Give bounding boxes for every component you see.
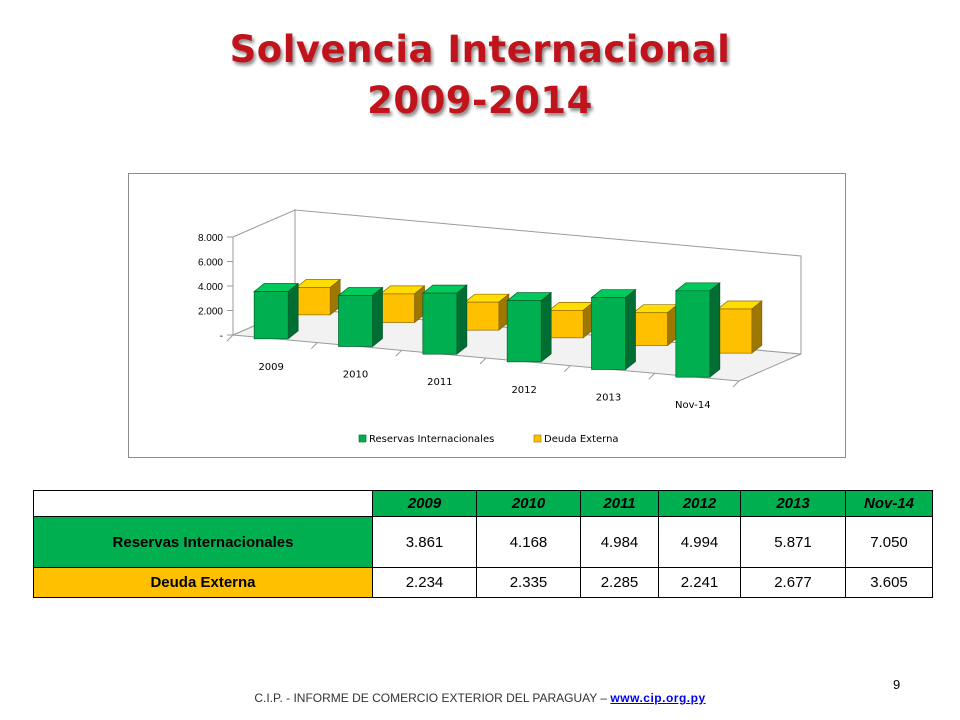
table-row-label: Deuda Externa xyxy=(33,567,373,598)
bar-deuda-externa xyxy=(716,300,763,354)
table-cell: 7.050 xyxy=(845,516,933,568)
title-line-1: Solvencia Internacional xyxy=(229,28,731,71)
bar-reservas-internacionales xyxy=(590,288,637,371)
bar-side-face xyxy=(709,282,721,378)
x-tick-mark xyxy=(563,365,571,373)
y-tick-label: 6.000 xyxy=(198,258,223,269)
chart-area: -2.000 4.000 6.000 8.000 2009 2010 2011 2012 20… xyxy=(128,173,846,458)
legend-swatch xyxy=(358,434,367,443)
bar-reservas-internacionales xyxy=(337,286,384,348)
table-header-cell: 2010 xyxy=(476,490,581,517)
bar-front-face xyxy=(717,308,753,354)
bar-deuda-externa xyxy=(295,278,342,316)
bar-front-face xyxy=(548,310,584,339)
x-tick-mark xyxy=(648,372,656,380)
table-header-cell: Nov-14 xyxy=(845,490,933,517)
bar-side-face xyxy=(540,291,552,363)
table-header-cell: 2012 xyxy=(658,490,741,517)
table-row: Deuda Externa 2.234 2.335 2.285 2.241 2.… xyxy=(33,567,933,598)
bar-front-face xyxy=(253,291,289,340)
x-tick-mark xyxy=(226,334,234,342)
x-tick-mark xyxy=(310,342,318,350)
bar-deuda-externa xyxy=(632,303,679,347)
x-tick-mark xyxy=(479,357,487,365)
bar-side-face xyxy=(456,284,468,355)
x-tick-label: Nov-14 xyxy=(675,400,711,411)
x-tick-label: 2009 xyxy=(258,362,283,373)
footer: C.I.P. - INFORME DE COMERCIO EXTERIOR DE… xyxy=(0,691,960,705)
bar-front-face xyxy=(675,290,711,378)
table-cell: 4.984 xyxy=(580,516,659,568)
bar-front-face xyxy=(338,295,373,347)
chart-bars xyxy=(253,278,763,378)
table-corner-cell xyxy=(33,490,373,517)
footer-text: C.I.P. - INFORME DE COMERCIO EXTERIOR DE… xyxy=(254,691,611,705)
y-tick-label: 4.000 xyxy=(198,282,223,293)
x-tick-label: 2011 xyxy=(427,377,452,388)
x-tick-label: 2013 xyxy=(596,393,621,404)
table-cell: 2.285 xyxy=(580,567,659,598)
table-cell: 5.871 xyxy=(740,516,846,568)
bar-front-face xyxy=(506,300,542,363)
page-number: 9 xyxy=(893,677,901,692)
bar-reservas-internacionales xyxy=(421,284,468,355)
bar-front-face xyxy=(633,312,668,346)
x-tick-mark xyxy=(395,349,403,357)
bar-reservas-internacionales xyxy=(506,291,553,363)
bar-deuda-externa xyxy=(463,293,510,331)
bar-side-face xyxy=(287,282,299,340)
bar-deuda-externa xyxy=(379,285,426,324)
table-cell: 4.168 xyxy=(476,516,581,568)
bar-side-face xyxy=(625,288,636,371)
table-header-cell: 2009 xyxy=(372,490,477,517)
footer-link[interactable]: www.cip.org.py xyxy=(610,691,706,705)
legend-label: Reservas Internacionales xyxy=(369,434,494,445)
table-row: Reservas Internacionales 3.861 4.168 4.9… xyxy=(33,516,933,568)
table-cell: 4.994 xyxy=(658,516,741,568)
bar-front-face xyxy=(464,301,500,331)
y-tick-label: 2.000 xyxy=(198,307,223,318)
table-row-label: Reservas Internacionales xyxy=(33,516,373,568)
table-header-cell: 2011 xyxy=(580,490,659,517)
data-table: 2009 2010 2011 2012 2013 Nov-14 Reservas… xyxy=(33,490,933,598)
bar-reservas-internacionales xyxy=(253,282,300,340)
chart-legend: Reservas Internacionales Deuda Externa xyxy=(358,434,619,445)
title-line-2: 2009-2014 xyxy=(367,79,593,122)
bar-front-face xyxy=(295,287,331,316)
x-axis-ticks: 2009 2010 2011 2012 2013 Nov-14 xyxy=(226,334,740,411)
x-tick-label: 2010 xyxy=(343,370,368,381)
y-tick-label: - xyxy=(220,331,223,342)
legend-swatch xyxy=(533,434,542,443)
table-header-row: 2009 2010 2011 2012 2013 Nov-14 xyxy=(33,490,933,517)
bar-side-face xyxy=(751,300,763,354)
legend-label: Deuda Externa xyxy=(544,434,619,445)
bar-reservas-internacionales xyxy=(674,282,721,378)
table-cell: 2.241 xyxy=(658,567,741,598)
x-tick-label: 2012 xyxy=(511,385,536,396)
y-axis-ticks: - 2.000 4.000 6.000 8.000 xyxy=(198,233,233,342)
bar-side-face xyxy=(372,286,383,348)
bar-front-face xyxy=(380,293,415,323)
table-cell: 2.335 xyxy=(476,567,581,598)
y-tick-label: 8.000 xyxy=(198,233,223,244)
bar-front-face xyxy=(422,292,458,355)
table-cell: 2.677 xyxy=(740,567,846,598)
table-cell: 3.605 xyxy=(845,567,933,598)
table-cell: 2.234 xyxy=(372,567,477,598)
table-cell: 3.861 xyxy=(372,516,477,568)
x-tick-mark xyxy=(732,380,740,388)
bar-front-face xyxy=(591,297,626,370)
bar-deuda-externa xyxy=(548,301,595,339)
table-header-cell: 2013 xyxy=(740,490,846,517)
